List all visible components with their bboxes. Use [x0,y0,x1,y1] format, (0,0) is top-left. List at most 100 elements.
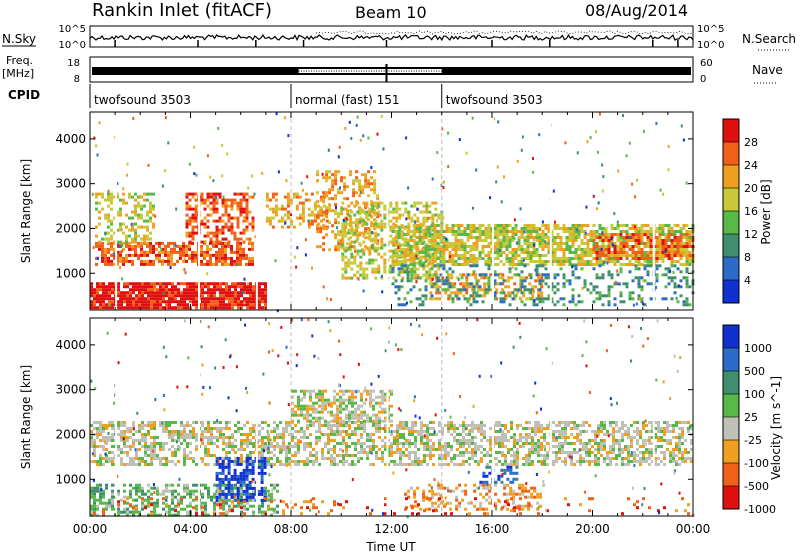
heatmap-cell [153,297,156,301]
heatmap-cell [270,457,273,460]
heatmap-cell [153,436,156,439]
heatmap-cell [336,454,339,457]
heatmap-cell [309,433,312,436]
heatmap-cell [571,265,574,269]
heatmap-cell [416,201,420,205]
heatmap-cell [384,424,387,427]
heatmap-cell [564,141,567,145]
heatmap-cell [309,454,312,457]
heatmap-cell [496,239,500,242]
heatmap-cell [398,213,402,217]
heatmap-cell [93,439,96,442]
heatmap-cell [475,236,479,239]
heatmap-cell [150,282,153,286]
heatmap-cell [319,225,323,229]
heatmap-cell [116,256,119,260]
heatmap-cell [395,225,399,229]
heatmap-cell [411,424,414,427]
heatmap-cell [156,300,159,304]
heatmap-cell [634,245,638,248]
heatmap-cell [655,230,659,233]
heatmap-cell [249,288,252,292]
heatmap-cell [261,448,264,451]
heatmap-cell [258,433,261,436]
heatmap-cell [373,185,377,189]
heatmap-cell [425,216,429,220]
heatmap-cell [685,276,689,280]
heatmap-cell [374,231,378,235]
heatmap-cell [353,273,357,277]
heatmap-cell [436,251,440,254]
heatmap-cell [265,195,269,199]
heatmap-cell [580,263,584,266]
heatmap-cell [117,285,120,289]
heatmap-cell [249,297,252,301]
heatmap-cell [598,245,602,248]
heatmap-cell [559,248,563,251]
heatmap-cell [339,460,342,463]
cpid-segment-label: twofsound 3503 [94,93,191,107]
heatmap-cell [480,276,484,280]
heatmap-cell [531,288,535,292]
heatmap-cell [421,230,425,233]
heatmap-cell [120,291,123,295]
heatmap-cell [571,224,575,227]
heatmap-cell [493,294,497,298]
heatmap-cell [298,195,302,199]
heatmap-cell [177,430,180,433]
heatmap-cell [258,445,261,448]
heatmap-cell [595,263,599,266]
heatmap-cell [99,457,102,460]
heatmap-cell [93,442,96,445]
heatmap-cell [499,251,503,254]
heatmap-cell [279,451,282,454]
heatmap-cell [475,227,479,230]
heatmap-cell [96,282,99,286]
heatmap-cell [144,306,147,310]
heatmap-cell [237,300,240,304]
heatmap-cell [102,297,105,301]
heatmap-cell [230,228,234,232]
heatmap-cell [135,457,138,460]
heatmap-cell [383,267,387,271]
heatmap-cell [186,303,189,307]
heatmap-cell [448,242,452,245]
heatmap-cell [123,300,126,304]
heatmap-cell [330,463,333,466]
heatmap-cell [397,254,401,257]
heatmap-cell [90,294,93,298]
heatmap-cell [676,224,680,227]
heatmap-cell [616,233,620,236]
heatmap-cell [173,250,176,254]
heatmap-cell [437,267,441,271]
heatmap-cell [526,248,530,251]
heatmap-cell [634,260,638,263]
heatmap-cell [399,442,402,445]
heatmap-cell [537,291,541,295]
heatmap-cell [105,427,108,430]
heatmap-cell [399,457,402,460]
heatmap-cell [357,427,360,430]
heatmap-cell [219,430,222,433]
heatmap-cell [420,436,423,439]
heatmap-cell [298,222,302,226]
heatmap-cell [370,188,374,192]
heatmap-cell [110,219,113,223]
heatmap-cell [93,421,96,424]
heatmap-cell [622,300,626,304]
heatmap-cell [640,285,644,289]
heatmap-cell [128,228,131,232]
heatmap-cell [218,219,222,223]
heatmap-cell [517,273,521,277]
heatmap-cell [239,262,242,266]
heatmap-cell [422,267,426,271]
heatmap-cell [303,448,306,451]
heatmap-cell [152,250,155,254]
heatmap-cell [400,279,404,283]
heatmap-cell [507,279,511,283]
heatmap-cell [513,297,517,301]
heatmap-cell [655,279,659,283]
heatmap-cell [523,248,527,251]
heatmap-cell [162,282,165,286]
heatmap-cell [111,291,114,295]
